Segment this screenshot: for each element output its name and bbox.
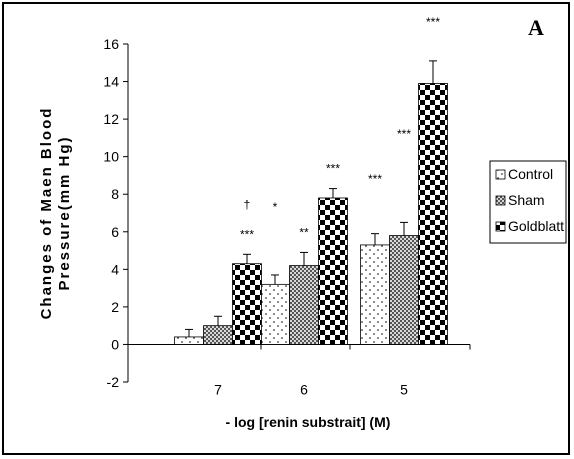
legend-swatch-goldblatt (495, 221, 506, 232)
x-axis: 7 6 5 (127, 343, 471, 397)
y-axis: -2 0 2 4 6 8 10 12 14 16 (103, 36, 129, 390)
significance-marker: ** (299, 225, 309, 239)
y-axis-label-line: Changes of Maen Blood (38, 107, 55, 320)
y-tick-label: 12 (103, 111, 119, 127)
y-tick-label: 2 (111, 299, 119, 315)
significance-marker: *** (426, 15, 440, 29)
bar-control-6 (260, 283, 290, 345)
x-tick-label: 5 (400, 381, 408, 397)
bar-goldblatt-7 (232, 263, 262, 345)
panel-letter: A (528, 15, 544, 40)
legend-label-sham: Sham (508, 192, 545, 208)
y-tick-label: 0 (111, 336, 119, 352)
bar-control-5 (360, 244, 390, 345)
y-tick-label: 6 (111, 224, 119, 240)
figure-frame (2, 2, 570, 455)
bar-goldblatt-6 (318, 197, 348, 345)
y-axis-label-line: Pressure(mm Hg) (56, 135, 73, 290)
annotations: ***† *************** (240, 15, 440, 241)
significance-marker: *** (368, 172, 382, 186)
significance-marker: *** (397, 127, 411, 141)
significance-marker: *** (240, 227, 254, 241)
y-tick-label: -2 (107, 374, 120, 390)
legend-label-goldblatt: Goldblatt (508, 218, 564, 234)
significance-marker: *** (326, 162, 340, 176)
legend-swatch-sham (495, 195, 506, 206)
y-tick-label: 8 (111, 186, 119, 202)
x-tick-label: 7 (214, 381, 222, 397)
legend: Control Sham Goldblatt (489, 160, 567, 244)
bars (174, 60, 448, 345)
bar-goldblatt-5 (418, 83, 448, 345)
x-axis-label: - log [renin substrait] (M) (226, 414, 391, 430)
y-tick-label: 16 (103, 36, 119, 52)
y-axis-label: Changes of Maen Blood Pressure(mm Hg) (38, 107, 73, 320)
x-tick-label: 6 (300, 381, 308, 397)
significance-marker: * (273, 200, 278, 214)
bar-control-7 (174, 336, 204, 345)
bar-sham-6 (289, 265, 319, 345)
y-tick-label: 14 (103, 74, 119, 90)
y-tick-label: 4 (111, 261, 119, 277)
legend-label-control: Control (508, 166, 553, 182)
legend-swatch-control (495, 169, 506, 180)
significance-marker: † (244, 197, 251, 211)
bar-sham-5 (389, 235, 419, 345)
bar-sham-7 (203, 325, 233, 345)
y-tick-label: 10 (103, 149, 119, 165)
